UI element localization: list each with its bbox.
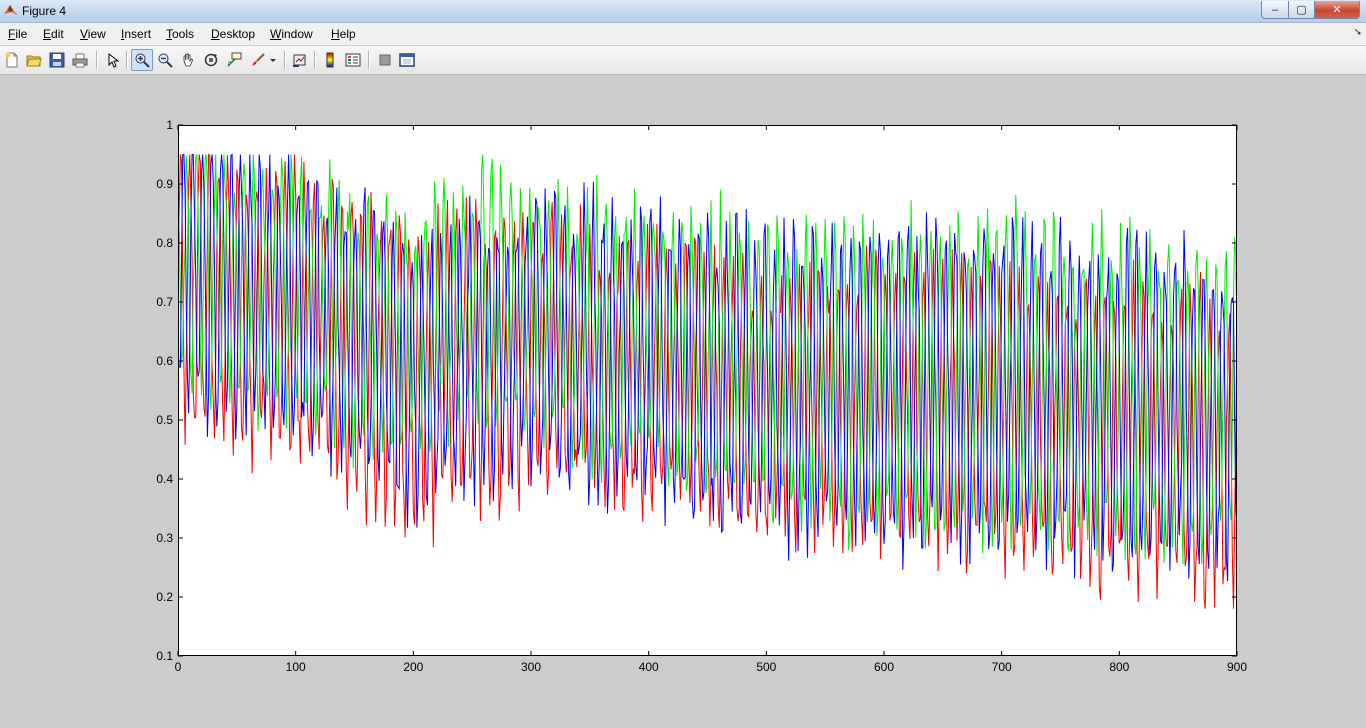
menu-bar: File Edit View Insert Tools Desktop Wind…	[0, 23, 1366, 45]
menu-edit[interactable]: Edit	[43, 27, 64, 41]
pan-hand-icon[interactable]	[178, 50, 198, 70]
y-tick-label: 0.4	[156, 472, 173, 486]
insert-colorbar-icon[interactable]	[320, 50, 340, 70]
maximize-button[interactable]: ▢	[1289, 1, 1315, 19]
toolbar-separator	[314, 51, 316, 69]
axes-frame	[178, 125, 1237, 656]
y-tick-label: 0.2	[156, 590, 173, 604]
y-tick-label: 0.6	[156, 354, 173, 368]
data-cursor-icon[interactable]	[224, 50, 244, 70]
x-tick-label: 700	[992, 660, 1012, 674]
x-tick-label: 800	[1109, 660, 1129, 674]
minimize-button[interactable]: –	[1261, 1, 1289, 19]
link-plot-icon[interactable]	[290, 50, 310, 70]
x-tick-label: 200	[403, 660, 423, 674]
rotate-3d-icon[interactable]	[201, 50, 221, 70]
x-tick-label: 500	[756, 660, 776, 674]
brush-dropdown-chevron-down-icon[interactable]	[266, 50, 280, 70]
toolbar-separator	[284, 51, 286, 69]
toolbar-separator	[126, 51, 128, 69]
toolbar-separator	[368, 51, 370, 69]
y-tick-label: 1	[166, 118, 173, 132]
x-tick-label: 300	[521, 660, 541, 674]
menu-insert[interactable]: Insert	[121, 27, 152, 41]
toolbar-separator	[96, 51, 98, 69]
y-tick-label: 0.3	[156, 531, 173, 545]
menu-file[interactable]: File	[8, 27, 28, 41]
series-line-2	[178, 153, 1237, 582]
window-controls: – ▢ ✕	[1261, 1, 1360, 19]
y-tick-label: 0.9	[156, 177, 173, 191]
insert-legend-icon[interactable]	[343, 50, 363, 70]
print-figure-icon[interactable]	[70, 50, 90, 70]
show-plot-tools-icon[interactable]	[397, 50, 417, 70]
x-tick-label: 900	[1227, 660, 1247, 674]
x-tick-label: 0	[175, 660, 182, 674]
menu-tools[interactable]: Tools	[166, 27, 195, 41]
y-tick-label: 0.1	[156, 649, 173, 663]
x-tick-label: 600	[874, 660, 894, 674]
menu-window[interactable]: Window	[270, 27, 313, 41]
close-button[interactable]: ✕	[1315, 1, 1360, 19]
matlab-logo-icon	[4, 5, 18, 16]
y-tick-label: 0.7	[156, 295, 173, 309]
window-title: Figure 4	[22, 4, 67, 18]
menu-desktop[interactable]: Desktop	[211, 27, 256, 41]
menu-help[interactable]: Help	[331, 27, 356, 41]
new-figure-icon[interactable]	[2, 50, 22, 70]
menu-view[interactable]: View	[80, 27, 106, 41]
hide-plot-tools-icon[interactable]	[375, 50, 395, 70]
open-file-icon[interactable]	[24, 50, 44, 70]
save-figure-icon[interactable]	[47, 50, 67, 70]
zoom-in-icon[interactable]	[131, 49, 153, 71]
edit-plot-arrow-icon[interactable]	[102, 50, 122, 70]
x-tick-label: 100	[286, 660, 306, 674]
y-tick-label: 0.5	[156, 413, 173, 427]
x-tick-label: 400	[639, 660, 659, 674]
series-line-1	[178, 154, 1237, 565]
brush-icon[interactable]	[248, 50, 268, 70]
figure-toolbar	[0, 46, 1366, 75]
window-title-bar[interactable]: Figure 4 – ▢ ✕	[0, 0, 1366, 23]
series-line-0	[178, 153, 1237, 609]
zoom-out-icon[interactable]	[155, 50, 175, 70]
y-tick-label: 0.8	[156, 236, 173, 250]
dock-figure-arrow-icon[interactable]: ➘	[1353, 27, 1362, 38]
